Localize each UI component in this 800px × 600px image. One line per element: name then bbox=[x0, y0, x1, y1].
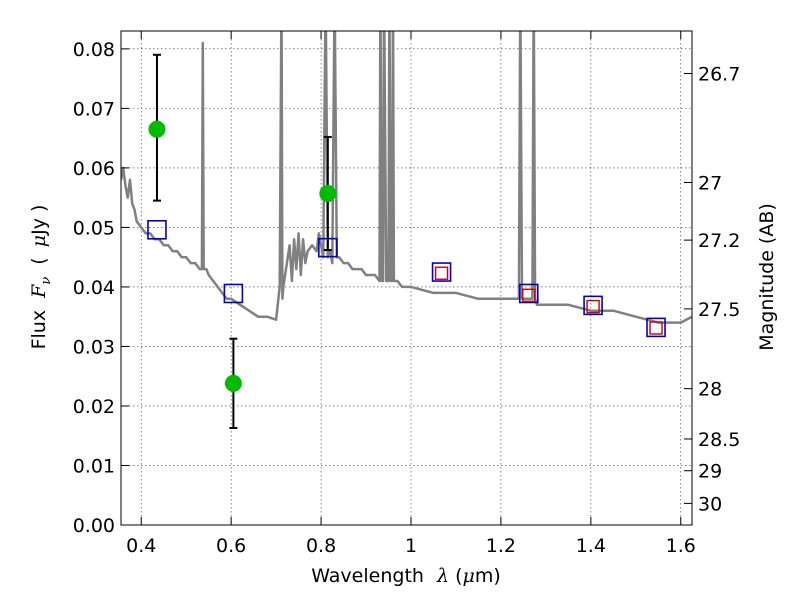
x-tick-label: 1 bbox=[405, 535, 417, 557]
model-photometry-square bbox=[518, 283, 539, 304]
y-tick-label: 0.00 bbox=[73, 515, 115, 537]
x-tick-label: 0.4 bbox=[126, 535, 156, 557]
y2-tick-label: 27.2 bbox=[698, 230, 740, 252]
y2-tick-label: 28 bbox=[698, 379, 722, 401]
y-tick-label: 0.04 bbox=[73, 277, 115, 299]
x-tick-label: 1.4 bbox=[576, 535, 606, 557]
y-tick-label: 0.03 bbox=[73, 336, 115, 358]
x-axis-label: Wavelength λ (μm) bbox=[311, 565, 501, 587]
y-tick-label: 0.06 bbox=[73, 158, 115, 180]
x-tick-label: 0.8 bbox=[306, 535, 336, 557]
y2-tick-label: 30 bbox=[698, 493, 722, 515]
model-photometry-square bbox=[147, 219, 167, 240]
model-photometry-inner-square bbox=[522, 288, 536, 302]
model-sed-line bbox=[121, 31, 692, 324]
points-layer bbox=[147, 53, 666, 429]
model-photometry-square bbox=[431, 262, 452, 282]
x-tick-label: 1.6 bbox=[666, 535, 696, 557]
y-tick-label: 0.01 bbox=[73, 455, 115, 477]
model-sed-layer bbox=[121, 31, 692, 324]
y-axis-label: Flux Fν ( μJy ) bbox=[28, 205, 55, 350]
y2-tick-label: 27 bbox=[698, 172, 722, 194]
y2-tick-label: 28.5 bbox=[698, 429, 740, 451]
y-tick-label: 0.08 bbox=[73, 39, 115, 61]
observed-point bbox=[224, 374, 242, 392]
model-photometry-square bbox=[583, 295, 603, 316]
x-tick-label: 1.2 bbox=[486, 535, 516, 557]
y2-tick-label: 27.5 bbox=[698, 299, 740, 321]
y2-axis-label: Magnitude (AB) bbox=[756, 203, 778, 351]
observed-point bbox=[319, 184, 337, 202]
y-tick-label: 0.07 bbox=[73, 98, 115, 120]
model-photometry-inner-square bbox=[434, 266, 449, 280]
observed-point bbox=[148, 120, 166, 138]
y-tick-label: 0.05 bbox=[73, 217, 115, 239]
y-tick-label: 0.02 bbox=[73, 396, 115, 418]
x-tick-label: 0.6 bbox=[216, 535, 246, 557]
model-photometry-square bbox=[318, 237, 338, 258]
plot-frame bbox=[120, 30, 693, 526]
y2-tick-label: 26.7 bbox=[698, 63, 740, 85]
ticks: 0.4 0.6 0.8 1 1.2 1.4 1.6 0.00 0.01 0.02 0.03 0.04 0… bbox=[73, 31, 740, 557]
model-photometry-inner-square bbox=[586, 299, 600, 314]
grid bbox=[121, 31, 692, 526]
model-photometry-square bbox=[223, 283, 244, 304]
y2-tick-label: 29 bbox=[698, 461, 722, 483]
model-photometry-inner-square bbox=[649, 321, 663, 335]
model-photometry-square bbox=[646, 317, 666, 338]
